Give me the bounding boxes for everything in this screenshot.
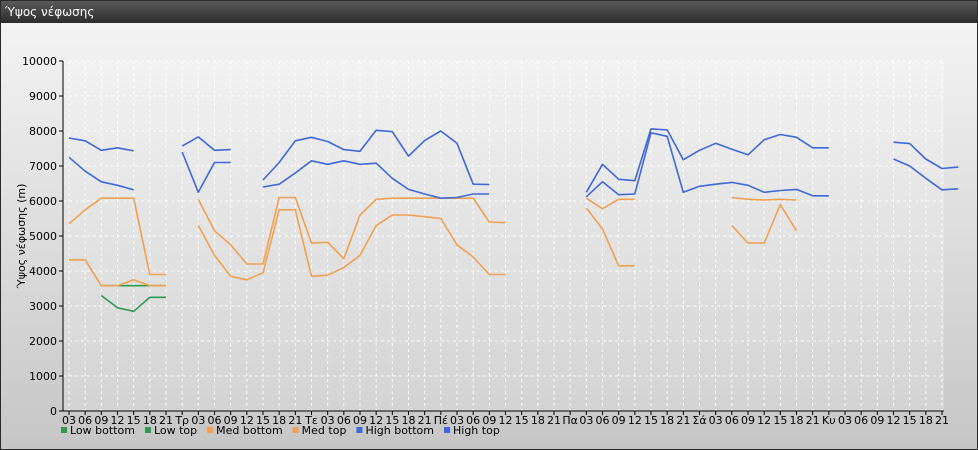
y-tick-label: 7000 — [29, 160, 57, 173]
series-line-high-top — [68, 128, 959, 193]
series-line-high-bottom — [68, 132, 959, 199]
x-tick-label: 12 — [887, 414, 901, 427]
x-tick-label: 09 — [482, 414, 496, 427]
x-tick-label: 18 — [790, 414, 804, 427]
x-tick-label: 15 — [903, 414, 917, 427]
x-tick-label: Πα — [562, 414, 578, 427]
y-tick-label: 5000 — [29, 230, 57, 243]
legend-entry-high-bottom: High bottom — [365, 424, 434, 437]
y-tick-label: 3000 — [29, 300, 57, 313]
x-tick-label: 09 — [612, 414, 626, 427]
x-tick-label: 06 — [725, 414, 739, 427]
legend-swatch-med-top — [292, 427, 299, 433]
cloud-height-chart: 0 1000 2000 3000 4000 5000 6000 7000 8000 9000 100… — [15, 55, 959, 437]
x-tick-label: 12 — [628, 414, 642, 427]
y-axis-label: Ύψος νέφωσης (m) — [15, 184, 28, 290]
y-tick-label: 2000 — [29, 335, 57, 348]
window-title: Ύψος νέφωσης — [1, 1, 977, 23]
y-tick-label: 8000 — [29, 125, 57, 138]
x-tick-label: 06 — [208, 414, 222, 427]
x-tick-label: 18 — [531, 414, 545, 427]
x-tick-label: 12 — [240, 414, 254, 427]
legend-entry-med-bottom: Med bottom — [216, 424, 283, 437]
x-tick-label: 03 — [191, 414, 205, 427]
x-tick-label: 09 — [741, 414, 755, 427]
x-tick-label: 03 — [709, 414, 723, 427]
x-tick-label: 15 — [515, 414, 529, 427]
x-tick-label: 12 — [757, 414, 771, 427]
x-tick-label: 03 — [321, 414, 335, 427]
x-tick-label: 09 — [94, 414, 108, 427]
y-tick-label: 0 — [50, 405, 57, 418]
x-tick-label: 06 — [78, 414, 92, 427]
x-tick-label: Τρ — [174, 414, 189, 427]
x-tick-label: 09 — [870, 414, 884, 427]
x-tick-label: 15 — [127, 414, 141, 427]
x-tick-label: Τε — [304, 414, 318, 427]
x-tick-label: 12 — [499, 414, 513, 427]
x-tick-label: Κυ — [822, 414, 836, 427]
x-tick-label: 12 — [369, 414, 383, 427]
x-tick-label: 12 — [111, 414, 125, 427]
y-tick-label: 1000 — [29, 370, 57, 383]
x-tick-label: 15 — [773, 414, 787, 427]
chart-area: 0 1000 2000 3000 4000 5000 6000 7000 8000 9000 100… — [1, 23, 977, 449]
legend-swatch-low-bottom — [61, 427, 67, 433]
x-tick-label: 18 — [660, 414, 674, 427]
legend-swatch-low-top — [144, 427, 151, 433]
x-tick-label: 06 — [596, 414, 610, 427]
x-tick-label: 03 — [450, 414, 464, 427]
y-tick-label: 9000 — [29, 90, 57, 103]
x-tick-label: 21 — [806, 414, 820, 427]
x-tick-label: 21 — [547, 414, 561, 427]
x-tick-label: 18 — [272, 414, 286, 427]
x-tick-label: 09 — [224, 414, 238, 427]
x-tick-label: 09 — [353, 414, 367, 427]
series-line-med-bottom — [69, 203, 798, 287]
legend-entry-high-top: High top — [453, 424, 500, 437]
x-tick-label: 15 — [644, 414, 658, 427]
x-tick-label: 21 — [288, 414, 302, 427]
series-line-med-top — [68, 196, 797, 276]
x-tick-label: 21 — [159, 414, 173, 427]
x-tick-label: 06 — [337, 414, 351, 427]
x-tick-label: 15 — [385, 414, 399, 427]
x-tick-label: 18 — [402, 414, 416, 427]
legend-swatch-high-bottom — [356, 427, 363, 433]
y-tick-label: 6000 — [29, 195, 57, 208]
x-tick-label: 18 — [143, 414, 157, 427]
x-tick-label: 21 — [935, 414, 949, 427]
x-tick-label: 06 — [466, 414, 480, 427]
legend-swatch-high-top — [444, 427, 450, 433]
y-tick-label: 10000 — [22, 55, 57, 68]
series-line-low-bottom — [100, 294, 166, 313]
legend-entry-med-top: Med top — [302, 424, 347, 437]
x-tick-label: 21 — [676, 414, 690, 427]
x-tick-label: 21 — [418, 414, 432, 427]
x-tick-label: 03 — [838, 414, 852, 427]
legend-swatch-med-bottom — [207, 427, 214, 433]
x-tick-label: 18 — [919, 414, 933, 427]
legend-entry-low-bottom: Low bottom — [70, 424, 135, 437]
x-tick-label: Σά — [692, 414, 706, 427]
x-tick-label: Πέ — [434, 414, 448, 427]
legend-entry-low-top: Low top — [154, 424, 197, 437]
x-tick-label: 15 — [256, 414, 270, 427]
x-tick-label: 03 — [62, 414, 76, 427]
y-tick-label: 4000 — [29, 265, 57, 278]
x-tick-label: 06 — [854, 414, 868, 427]
x-tick-label: 03 — [579, 414, 593, 427]
